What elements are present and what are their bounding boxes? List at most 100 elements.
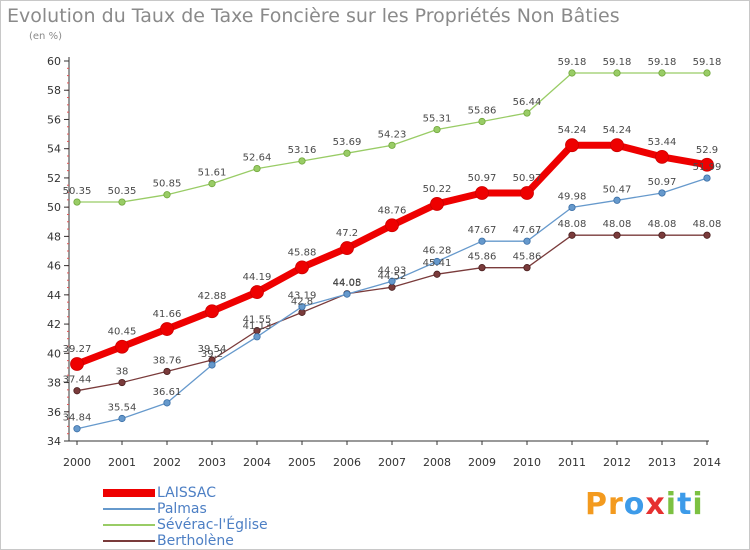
data-point (208, 180, 216, 188)
data-label: 44.08 (333, 278, 362, 289)
data-point (340, 241, 354, 255)
data-point (613, 196, 621, 204)
legend-label: Bertholène (157, 533, 234, 549)
x-tick-label: 2006 (333, 456, 361, 469)
series-0 (70, 138, 714, 371)
data-label: 39.54 (198, 344, 227, 355)
data-point (118, 198, 126, 206)
data-label: 40.45 (108, 327, 137, 338)
proxiti-logo: Proxiti (585, 487, 704, 522)
y-tick-label: 60 (47, 55, 61, 68)
data-point (613, 231, 621, 239)
data-label: 45.86 (468, 252, 497, 263)
data-label: 44.52 (378, 271, 407, 282)
x-tick-label: 2013 (648, 456, 676, 469)
data-label: 38 (116, 367, 129, 378)
data-label: 41.66 (153, 309, 182, 320)
data-label: 50.47 (603, 184, 632, 195)
data-point (565, 138, 579, 153)
y-tick-label: 36 (47, 406, 61, 419)
y-tick-label: 42 (47, 318, 61, 331)
data-point (430, 197, 444, 211)
logo-letter: t (677, 487, 693, 522)
data-label: 47.67 (468, 225, 497, 236)
data-point (250, 285, 264, 299)
data-label: 49.98 (558, 191, 587, 202)
axes: 34 36 38 40 42 44 46 48 50 52 54 56 58 60 2000 2001 2002… (47, 55, 721, 469)
logo-letter: x (645, 487, 666, 522)
chart-title: Evolution du Taux de Taxe Foncière sur l… (7, 5, 620, 27)
data-point (295, 260, 309, 275)
data-label: 35.54 (108, 402, 137, 413)
x-tick-label: 2014 (693, 456, 721, 469)
data-point (433, 257, 441, 266)
data-point (70, 357, 84, 371)
data-point (700, 157, 714, 172)
data-point (118, 378, 126, 387)
data-point (478, 264, 486, 272)
data-point (388, 277, 396, 285)
y-tick-label: 50 (47, 201, 61, 214)
data-label: 59.18 (648, 57, 677, 68)
y-tick-label: 48 (47, 230, 61, 243)
y-tick-label: 34 (47, 435, 61, 448)
series-layer (70, 69, 714, 433)
data-point (343, 290, 351, 298)
logo-letter: r (608, 487, 624, 522)
legend-swatch (103, 489, 155, 497)
x-tick-label: 2002 (153, 456, 181, 469)
data-label: 48.08 (558, 219, 587, 230)
data-point (160, 322, 174, 336)
data-point (703, 69, 711, 77)
data-point (73, 198, 81, 206)
data-label: 38.76 (153, 355, 182, 366)
data-label: 44.19 (243, 272, 272, 283)
legend-swatch (103, 508, 155, 510)
logo-letter: P (585, 487, 608, 522)
data-label: 54.23 (378, 129, 407, 140)
legend-label: Palmas (157, 501, 207, 517)
data-point (658, 69, 666, 77)
data-point (253, 333, 261, 341)
data-point (568, 69, 576, 77)
data-label: 51.61 (198, 168, 227, 179)
data-label: 59.18 (603, 57, 632, 68)
data-label: 53.69 (333, 137, 362, 148)
data-point (703, 231, 711, 239)
logo-letter: i (692, 487, 704, 522)
x-tick-label: 2008 (423, 456, 451, 469)
data-label: 41.55 (243, 315, 272, 326)
x-tick-label: 2001 (108, 456, 136, 469)
x-tick-label: 2005 (288, 456, 316, 469)
data-label: 52.64 (243, 153, 272, 164)
logo-letter: o (623, 487, 646, 522)
data-label: 55.86 (468, 106, 497, 117)
data-label: 50.35 (63, 186, 92, 197)
data-label: 44.05 (333, 278, 362, 289)
data-label: 56.44 (513, 97, 542, 108)
x-tick-label: 2004 (243, 456, 271, 469)
legend-entry: Sévérac-l'Église (99, 517, 359, 533)
data-label: 42.88 (198, 291, 227, 302)
data-point (208, 361, 216, 369)
legend-entry: Palmas (99, 501, 359, 517)
data-label: 45.86 (513, 252, 542, 263)
x-tick-label: 2000 (63, 456, 91, 469)
data-label: 50.97 (648, 177, 677, 188)
data-label: 43.19 (288, 291, 317, 302)
data-label: 50.97 (513, 173, 542, 184)
data-label: 34.84 (63, 413, 92, 424)
x-tick-label: 2011 (558, 456, 586, 469)
data-label: 47.67 (513, 225, 542, 236)
data-label: 52.9 (696, 145, 718, 156)
data-point (343, 149, 351, 157)
logo-letter: i (665, 487, 678, 522)
x-tick-label: 2009 (468, 456, 496, 469)
data-label: 45.41 (423, 258, 452, 269)
y-tick-label: 40 (47, 347, 61, 360)
legend-entry: LAISSAC (99, 485, 359, 501)
data-label: 44.93 (378, 265, 407, 276)
y-tick-label: 54 (47, 143, 61, 156)
x-tick-label: 2007 (378, 456, 406, 469)
data-label: 48.08 (603, 219, 632, 230)
